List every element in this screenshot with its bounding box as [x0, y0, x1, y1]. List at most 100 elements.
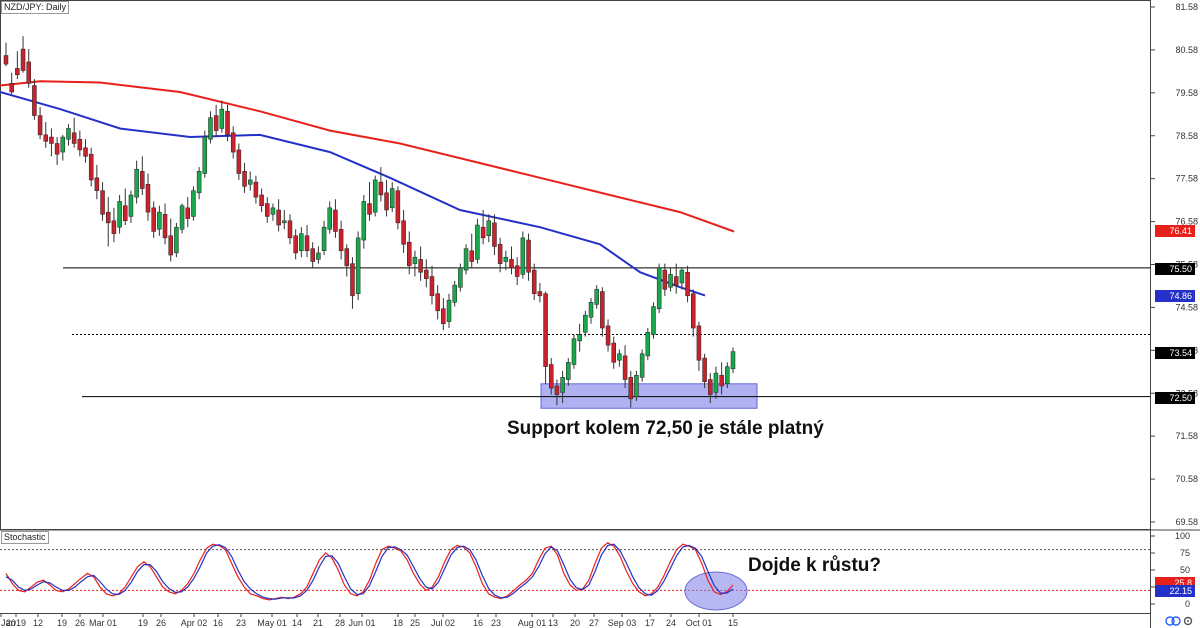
candle-body	[407, 241, 412, 267]
last-price-tag: 73.54	[1155, 347, 1195, 359]
x-tick-label: 21	[313, 618, 323, 628]
candle-body	[230, 132, 236, 153]
candle-body	[492, 222, 497, 247]
candle-body	[605, 325, 611, 346]
candle-body	[713, 372, 719, 393]
x-tick-label: 14	[292, 618, 302, 628]
candle-body	[60, 136, 66, 153]
x-tick-label: Apr 02	[181, 618, 208, 628]
candle-body	[583, 314, 588, 333]
candle-body	[401, 220, 406, 245]
candle-body	[600, 291, 605, 329]
candle-body	[367, 203, 372, 215]
x-tick-label: 20	[570, 618, 580, 628]
stochastic-tick-label: 75	[1180, 548, 1190, 558]
price-tick-label: 69.58	[1175, 517, 1198, 527]
x-tick-label: Aug 01	[518, 618, 547, 628]
support-zone	[540, 383, 758, 409]
candle-body	[588, 302, 594, 318]
price-tick-label: 71.58	[1175, 431, 1198, 441]
candle-body	[480, 226, 486, 239]
x-tick-label: 13	[548, 618, 558, 628]
candle-body	[577, 334, 582, 342]
settings-icon[interactable]	[1183, 616, 1193, 626]
candle-body	[83, 147, 88, 157]
candle-body	[344, 248, 350, 267]
stochastic-annotation: Dojde k růstu?	[748, 555, 882, 576]
candle-body	[719, 374, 724, 387]
candle-body	[123, 205, 128, 221]
candle-body	[497, 244, 503, 264]
candle-body	[225, 111, 230, 136]
price-tick-label: 70.58	[1175, 474, 1198, 484]
price-tick-label: 74.58	[1175, 302, 1198, 312]
candle-body	[299, 233, 304, 252]
candle-body	[310, 248, 315, 262]
candle-body	[730, 351, 736, 370]
x-tick-label: 27	[589, 618, 599, 628]
stochastic-tick-label: 100	[1175, 531, 1190, 541]
x-tick-label: 16	[213, 618, 223, 628]
candle-body	[259, 194, 264, 206]
candle-body	[26, 61, 31, 84]
candle-body	[66, 128, 71, 140]
candle-body	[690, 293, 696, 329]
candle-body	[191, 190, 196, 217]
candle-body	[673, 276, 679, 286]
candle-body	[282, 220, 287, 224]
candle-body	[333, 209, 338, 232]
candle-body	[276, 209, 281, 226]
candle-body	[321, 226, 327, 252]
price-tick-label: 76.58	[1175, 217, 1198, 227]
candle-body	[105, 211, 111, 224]
candle-body	[395, 190, 401, 224]
x-tick-label: 23	[236, 618, 246, 628]
price-pane-title: NZD/JPY: Daily	[1, 1, 70, 14]
link-icon[interactable]	[1165, 616, 1181, 626]
candle-body	[253, 181, 259, 198]
support-annotation: Support kolem 72,50 je stále platný	[507, 418, 824, 439]
candle-body	[265, 203, 270, 217]
x-tick-label: 19	[138, 618, 148, 628]
candle-body	[219, 108, 225, 129]
candle-body	[651, 306, 656, 335]
candle-body	[537, 291, 543, 297]
candle-body	[196, 171, 202, 194]
candle-body	[32, 85, 37, 116]
candle-body	[509, 259, 514, 269]
stochastic-pane-title: Stochastic	[1, 531, 49, 544]
candle-body	[49, 136, 54, 144]
candle-body	[145, 183, 151, 213]
x-tick-label: 23	[491, 618, 501, 628]
stochastic-k-line	[5, 542, 734, 601]
stochastic-tick-label: 0	[1185, 599, 1190, 609]
candle-body	[270, 207, 276, 215]
x-tick-label: 12	[33, 618, 43, 628]
candle-body	[43, 134, 49, 142]
candle-body	[293, 235, 298, 254]
candle-body	[213, 115, 219, 131]
candle-body	[77, 138, 83, 151]
stochastic-d-line	[5, 543, 734, 600]
candle-body	[634, 374, 639, 397]
candle-body	[639, 353, 645, 378]
x-tick-label: 25	[410, 618, 420, 628]
support-price-tag: 72.50	[1155, 392, 1195, 404]
candle-body	[247, 179, 253, 185]
candle-body	[571, 338, 577, 365]
candle-body	[617, 353, 622, 361]
candle-body	[520, 237, 526, 275]
candle-body	[384, 192, 389, 211]
x-tick-label: 16	[473, 618, 483, 628]
x-tick-label: 26	[156, 618, 166, 628]
candle-body	[54, 143, 60, 155]
candle-body	[168, 235, 173, 256]
candle-body	[611, 342, 616, 363]
candle-body	[463, 248, 469, 271]
candle-body	[696, 325, 702, 361]
candle-body	[566, 362, 571, 380]
candle-body	[304, 235, 310, 252]
candle-body	[134, 168, 139, 198]
candle-body	[429, 276, 435, 297]
candle-body	[656, 267, 662, 309]
